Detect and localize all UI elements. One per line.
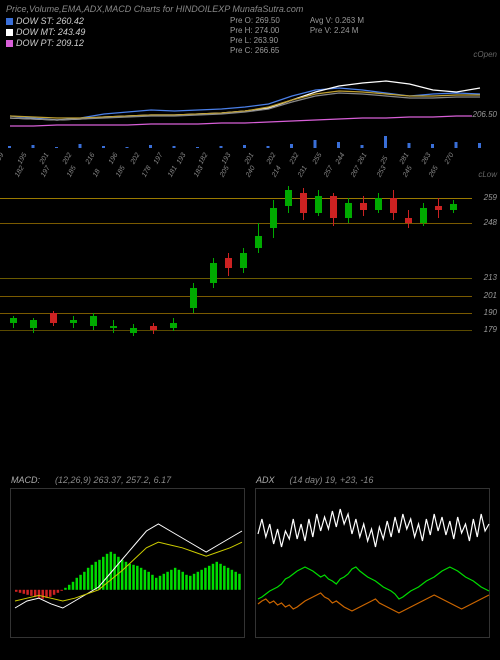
gap-area [0,358,500,488]
chart-title: Price,Volume,EMA,ADX,MACD Charts for HIN… [6,4,494,14]
adx-chart: ADX (14 day) 19, +23, -16 [255,488,490,638]
ema-chart: 1991952012022161962021971931821932012022… [0,48,500,168]
candle-x-labels: 1818219718518185178181183205240214231257… [0,168,470,182]
macd-chart: MACD: (12,26,9) 263.37, 257.2, 6.17 [10,488,245,638]
dow-legend: DOW ST: 260.42DOW MT: 243.49DOW PT: 209.… [6,16,85,49]
header: Price,Volume,EMA,ADX,MACD Charts for HIN… [0,0,500,48]
candle-chart: 259248213201190179 181821971851818517818… [0,168,500,358]
indicator-row: MACD: (12,26,9) 263.37, 257.2, 6.17 ADX … [0,488,500,638]
